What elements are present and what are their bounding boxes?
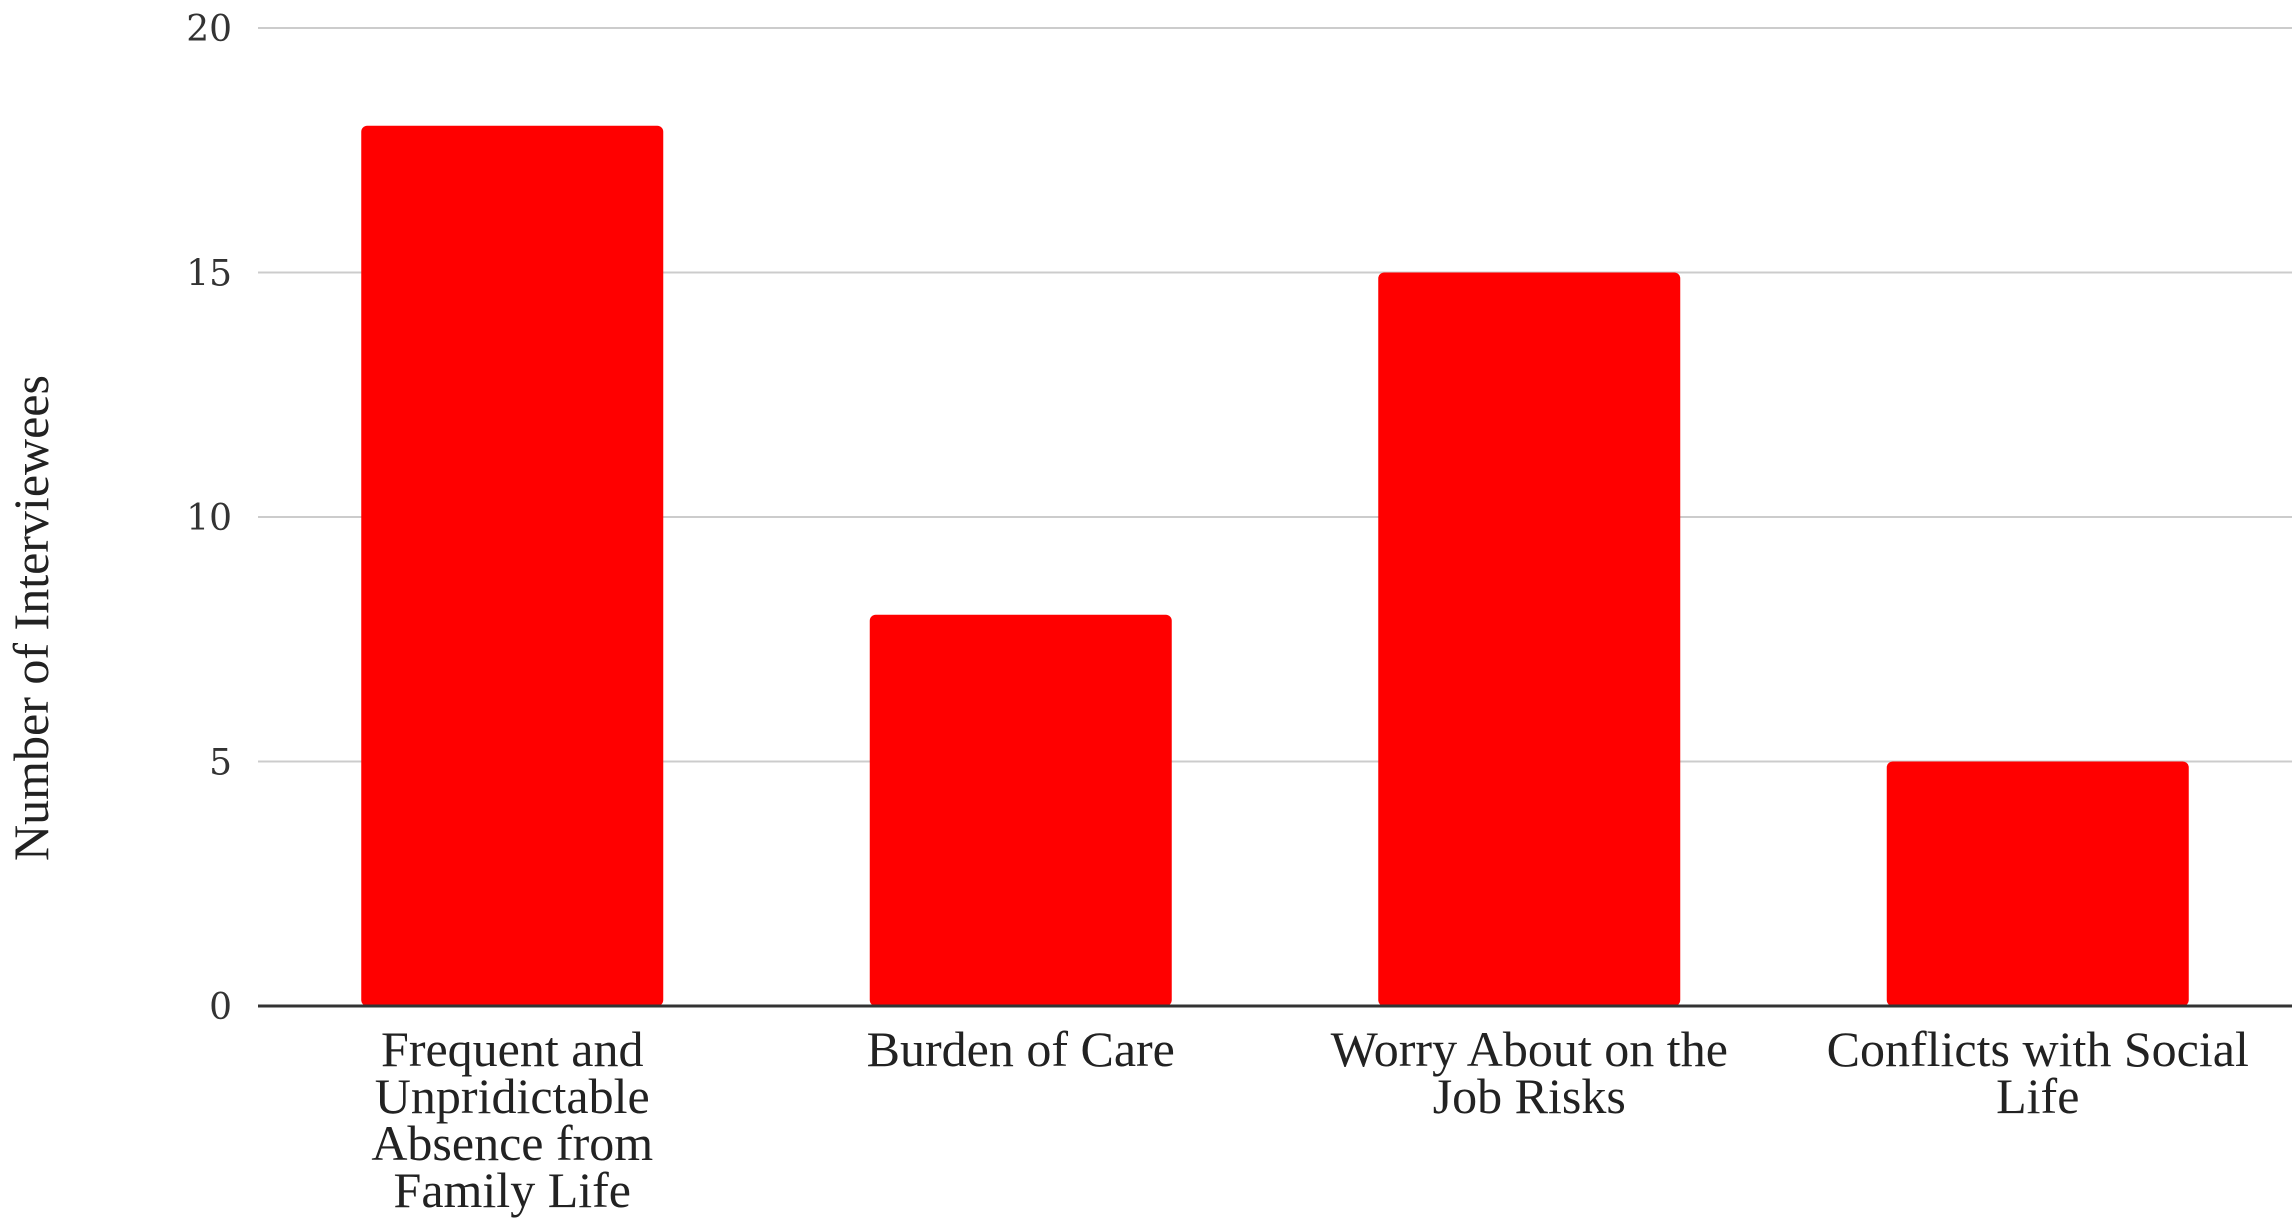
y-tick-label: 10 xyxy=(186,498,232,539)
bar-3 xyxy=(1887,762,2189,1007)
bars xyxy=(361,126,2189,1006)
y-axis-ticks: 0 5 10 15 20 xyxy=(186,9,232,1028)
x-category-label: Conflicts with Social Life xyxy=(1827,1021,2249,1124)
bar-2 xyxy=(1378,273,1680,1007)
x-category-label-line: Job Risks xyxy=(1433,1068,1626,1124)
y-tick-label: 15 xyxy=(186,254,232,295)
bar-1 xyxy=(870,615,1172,1006)
x-category-label-line: Burden of Care xyxy=(867,1021,1175,1077)
x-category-label-line: Family Life xyxy=(394,1162,631,1218)
x-category-label-line: Life xyxy=(1996,1068,2079,1124)
x-category-label: Frequent and Unpridictable Absence from Fam… xyxy=(371,1021,653,1218)
y-tick-label: 0 xyxy=(209,987,232,1028)
x-axis-labels: Frequent and Unpridictable Absence from Fam… xyxy=(371,1021,2249,1218)
y-tick-label: 5 xyxy=(209,743,232,784)
bar-0 xyxy=(361,126,663,1006)
y-axis-label: Number of Interviewees xyxy=(3,375,59,861)
y-tick-label: 20 xyxy=(186,9,232,50)
x-category-label: Worry About on the Job Risks xyxy=(1331,1021,1728,1124)
x-category-label: Burden of Care xyxy=(867,1021,1175,1077)
